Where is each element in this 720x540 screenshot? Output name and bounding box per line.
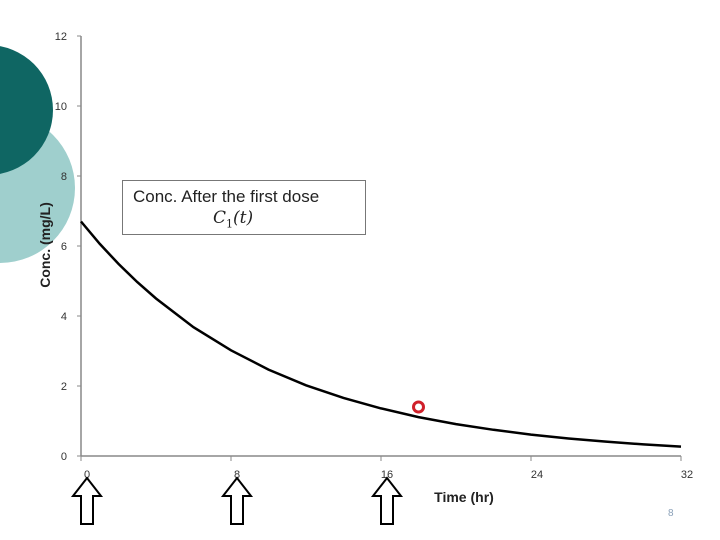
y-tick-label: 12 (55, 31, 67, 43)
dose-arrow-icon (70, 476, 104, 525)
formula-c: C (213, 208, 227, 228)
dose-arrow-icon (370, 476, 404, 525)
marker-point (412, 400, 425, 414)
y-tick-label: 10 (55, 101, 67, 113)
annotation-box: Conc. After the first dose C1(t) (122, 180, 366, 235)
x-axis-label: Time (hr) (434, 489, 494, 505)
annotation-formula: C1(t) (213, 208, 253, 230)
y-tick-label: 6 (61, 241, 67, 253)
page-number: 8 (668, 508, 674, 519)
annotation-title: Conc. After the first dose (133, 187, 320, 206)
y-tick-label: 0 (61, 451, 67, 463)
x-tick-label: 8 (234, 469, 240, 481)
formula-tail: (t) (233, 208, 254, 228)
decor-circle-dark (0, 46, 53, 174)
y-tick-label: 4 (61, 311, 67, 323)
x-tick-label: 32 (681, 469, 693, 481)
formula-sub: 1 (226, 217, 234, 231)
y-axis-label: Conc. (mg/L) (37, 202, 53, 288)
x-tick-label: 0 (84, 469, 90, 481)
y-tick-label: 2 (61, 381, 67, 393)
concentration-line (80, 220, 682, 448)
x-tick-label: 16 (381, 469, 393, 481)
y-tick-label: 8 (61, 171, 67, 183)
x-tick-label: 24 (531, 469, 543, 481)
dose-arrow-icon (220, 476, 254, 525)
